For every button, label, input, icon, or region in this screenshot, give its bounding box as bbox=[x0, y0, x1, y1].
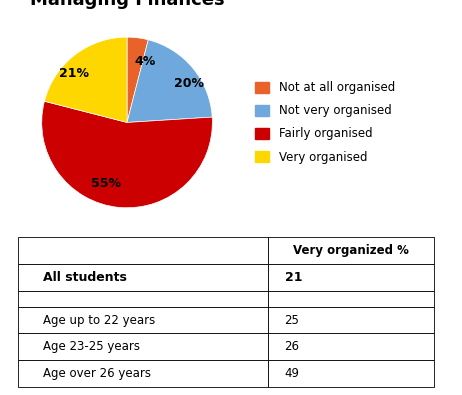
Wedge shape bbox=[44, 37, 127, 122]
Text: 21%: 21% bbox=[60, 68, 90, 81]
Wedge shape bbox=[42, 101, 213, 208]
Text: 20%: 20% bbox=[174, 77, 204, 90]
Text: 4%: 4% bbox=[135, 55, 156, 68]
Title: Managing Finances: Managing Finances bbox=[30, 0, 225, 9]
Wedge shape bbox=[127, 37, 148, 122]
Legend: Not at all organised, Not very organised, Fairly organised, Very organised: Not at all organised, Not very organised… bbox=[250, 77, 400, 168]
Wedge shape bbox=[127, 40, 212, 122]
Text: 55%: 55% bbox=[91, 177, 121, 190]
